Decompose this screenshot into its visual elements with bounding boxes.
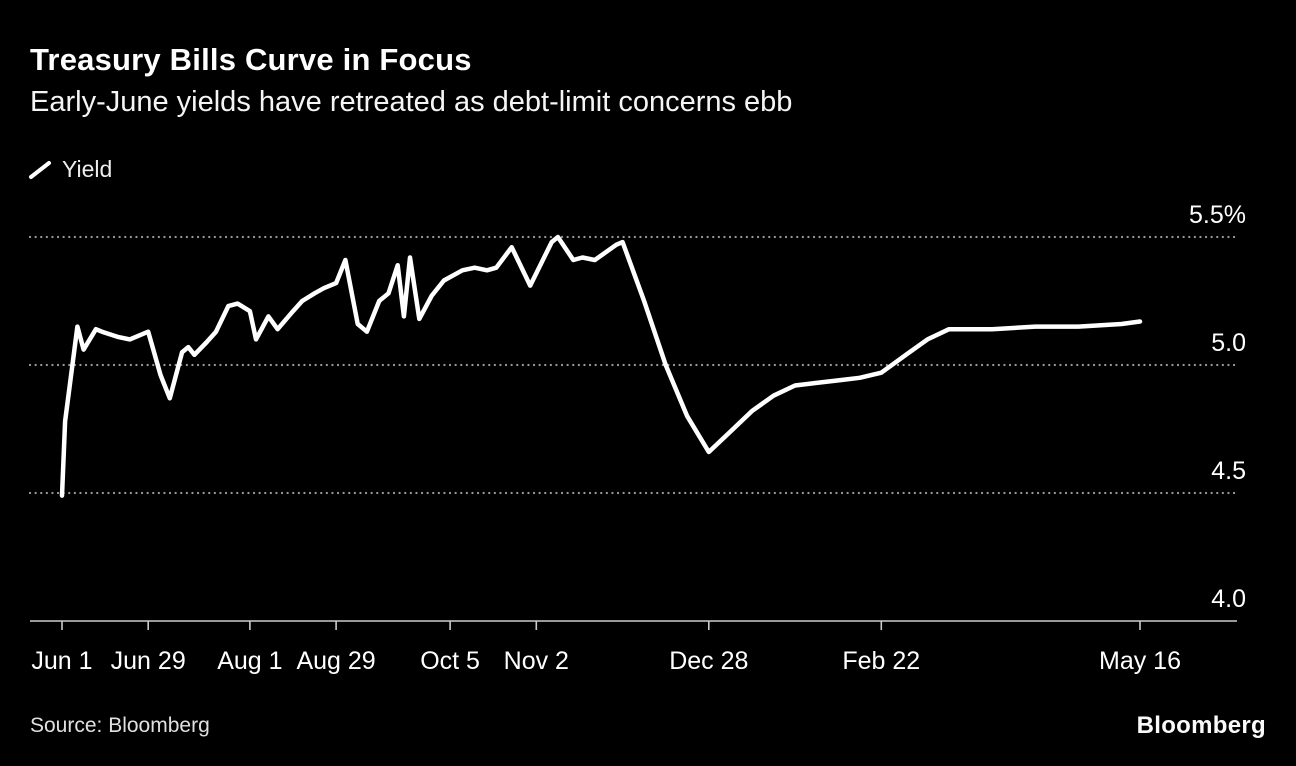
x-axis-label: Oct 5 bbox=[420, 647, 480, 675]
source-label: Source: Bloomberg bbox=[30, 714, 210, 737]
x-axis-label: May 16 bbox=[1099, 647, 1181, 675]
y-axis-label: 4.0 bbox=[1211, 585, 1246, 613]
y-axis-label: 4.5 bbox=[1211, 457, 1246, 485]
yield-line bbox=[59, 234, 1143, 498]
legend: Yield bbox=[28, 156, 112, 183]
x-axis-label: Aug 29 bbox=[296, 647, 375, 675]
x-axis-label: Aug 1 bbox=[217, 647, 282, 675]
bloomberg-logo: Bloomberg bbox=[1136, 712, 1266, 739]
y-axis-label: 5.0 bbox=[1211, 329, 1246, 357]
y-axis-label: 5.5% bbox=[1189, 201, 1246, 229]
chart-subtitle: Early-June yields have retreated as debt… bbox=[30, 86, 793, 118]
x-axis-label: Jun 29 bbox=[111, 647, 186, 675]
x-axis-label: Dec 28 bbox=[669, 647, 748, 675]
x-axis-label: Jun 1 bbox=[31, 647, 92, 675]
line-swatch-icon bbox=[29, 160, 51, 179]
legend-label: Yield bbox=[62, 156, 113, 182]
x-axis-label: Nov 2 bbox=[504, 647, 569, 675]
x-axis-label: Feb 22 bbox=[842, 647, 920, 675]
chart-title: Treasury Bills Curve in Focus bbox=[30, 42, 472, 77]
